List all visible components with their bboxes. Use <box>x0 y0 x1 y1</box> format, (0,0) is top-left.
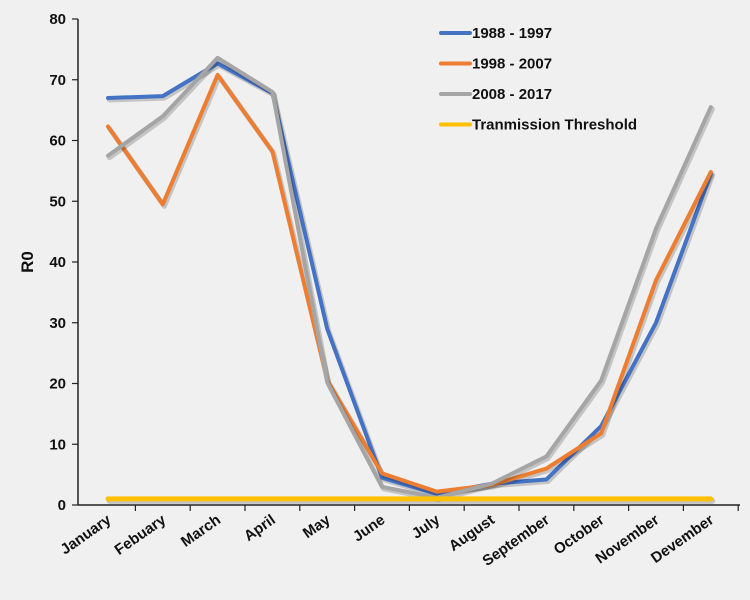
legend-item: Tranmission Threshold <box>439 117 637 134</box>
data-point <box>270 149 274 153</box>
y-tick-label: 20 <box>49 376 66 393</box>
data-point <box>106 497 110 501</box>
data-point <box>270 90 274 94</box>
data-point <box>654 497 658 501</box>
data-point <box>106 154 110 158</box>
legend-label: 2008 - 2017 <box>472 86 552 103</box>
data-point <box>325 497 329 501</box>
data-point <box>709 170 713 174</box>
data-point <box>216 61 220 65</box>
data-point <box>490 482 494 486</box>
series-4 <box>105 496 716 504</box>
data-point <box>161 114 165 118</box>
data-point <box>161 202 165 206</box>
data-point <box>161 94 165 98</box>
data-point <box>544 454 548 458</box>
y-tick-label: 60 <box>49 133 66 150</box>
data-point <box>325 380 329 384</box>
data-point <box>599 497 603 501</box>
data-point <box>161 497 165 501</box>
data-point <box>380 471 384 475</box>
y-axis-ticks: 0 10 20 30 40 50 60 70 80 <box>49 11 78 514</box>
data-point <box>435 497 439 501</box>
series-lines <box>105 55 716 504</box>
data-point <box>654 227 658 231</box>
data-point <box>380 497 384 501</box>
data-point <box>325 327 329 331</box>
legend-label: 1998 - 2007 <box>472 56 552 73</box>
data-point <box>709 497 713 501</box>
legend: 1988 - 1997 1998 - 2007 2008 - 2017 Tranmis… <box>439 25 637 134</box>
data-point <box>544 497 548 501</box>
y-tick-label: 80 <box>49 11 66 28</box>
series-line <box>106 72 713 494</box>
y-axis-label: R0 <box>18 251 37 273</box>
y-tick-label: 40 <box>49 254 66 271</box>
data-point <box>435 490 439 494</box>
data-point <box>106 125 110 129</box>
data-point <box>380 476 384 480</box>
data-point <box>270 497 274 501</box>
data-point <box>709 105 713 109</box>
data-point <box>380 485 384 489</box>
legend-item: 1988 - 1997 <box>439 25 552 42</box>
data-point <box>106 96 110 100</box>
y-tick-label: 70 <box>49 72 66 89</box>
legend-label: 1988 - 1997 <box>472 25 552 42</box>
data-point <box>216 56 220 60</box>
data-point <box>490 497 494 501</box>
series-line <box>106 55 713 500</box>
data-point <box>544 477 548 481</box>
data-point <box>599 431 603 435</box>
y-tick-label: 10 <box>49 436 66 453</box>
data-point <box>599 378 603 382</box>
data-point <box>654 278 658 282</box>
data-point <box>654 321 658 325</box>
legend-item: 2008 - 2017 <box>439 86 552 103</box>
data-point <box>216 73 220 77</box>
y-tick-label: 0 <box>58 497 66 514</box>
y-tick-label: 30 <box>49 315 66 332</box>
legend-item: 1998 - 2007 <box>439 56 552 73</box>
y-tick-label: 50 <box>49 193 66 210</box>
legend-label: Tranmission Threshold <box>472 117 637 134</box>
data-point <box>544 467 548 471</box>
data-point <box>216 497 220 501</box>
series-3 <box>106 55 715 503</box>
